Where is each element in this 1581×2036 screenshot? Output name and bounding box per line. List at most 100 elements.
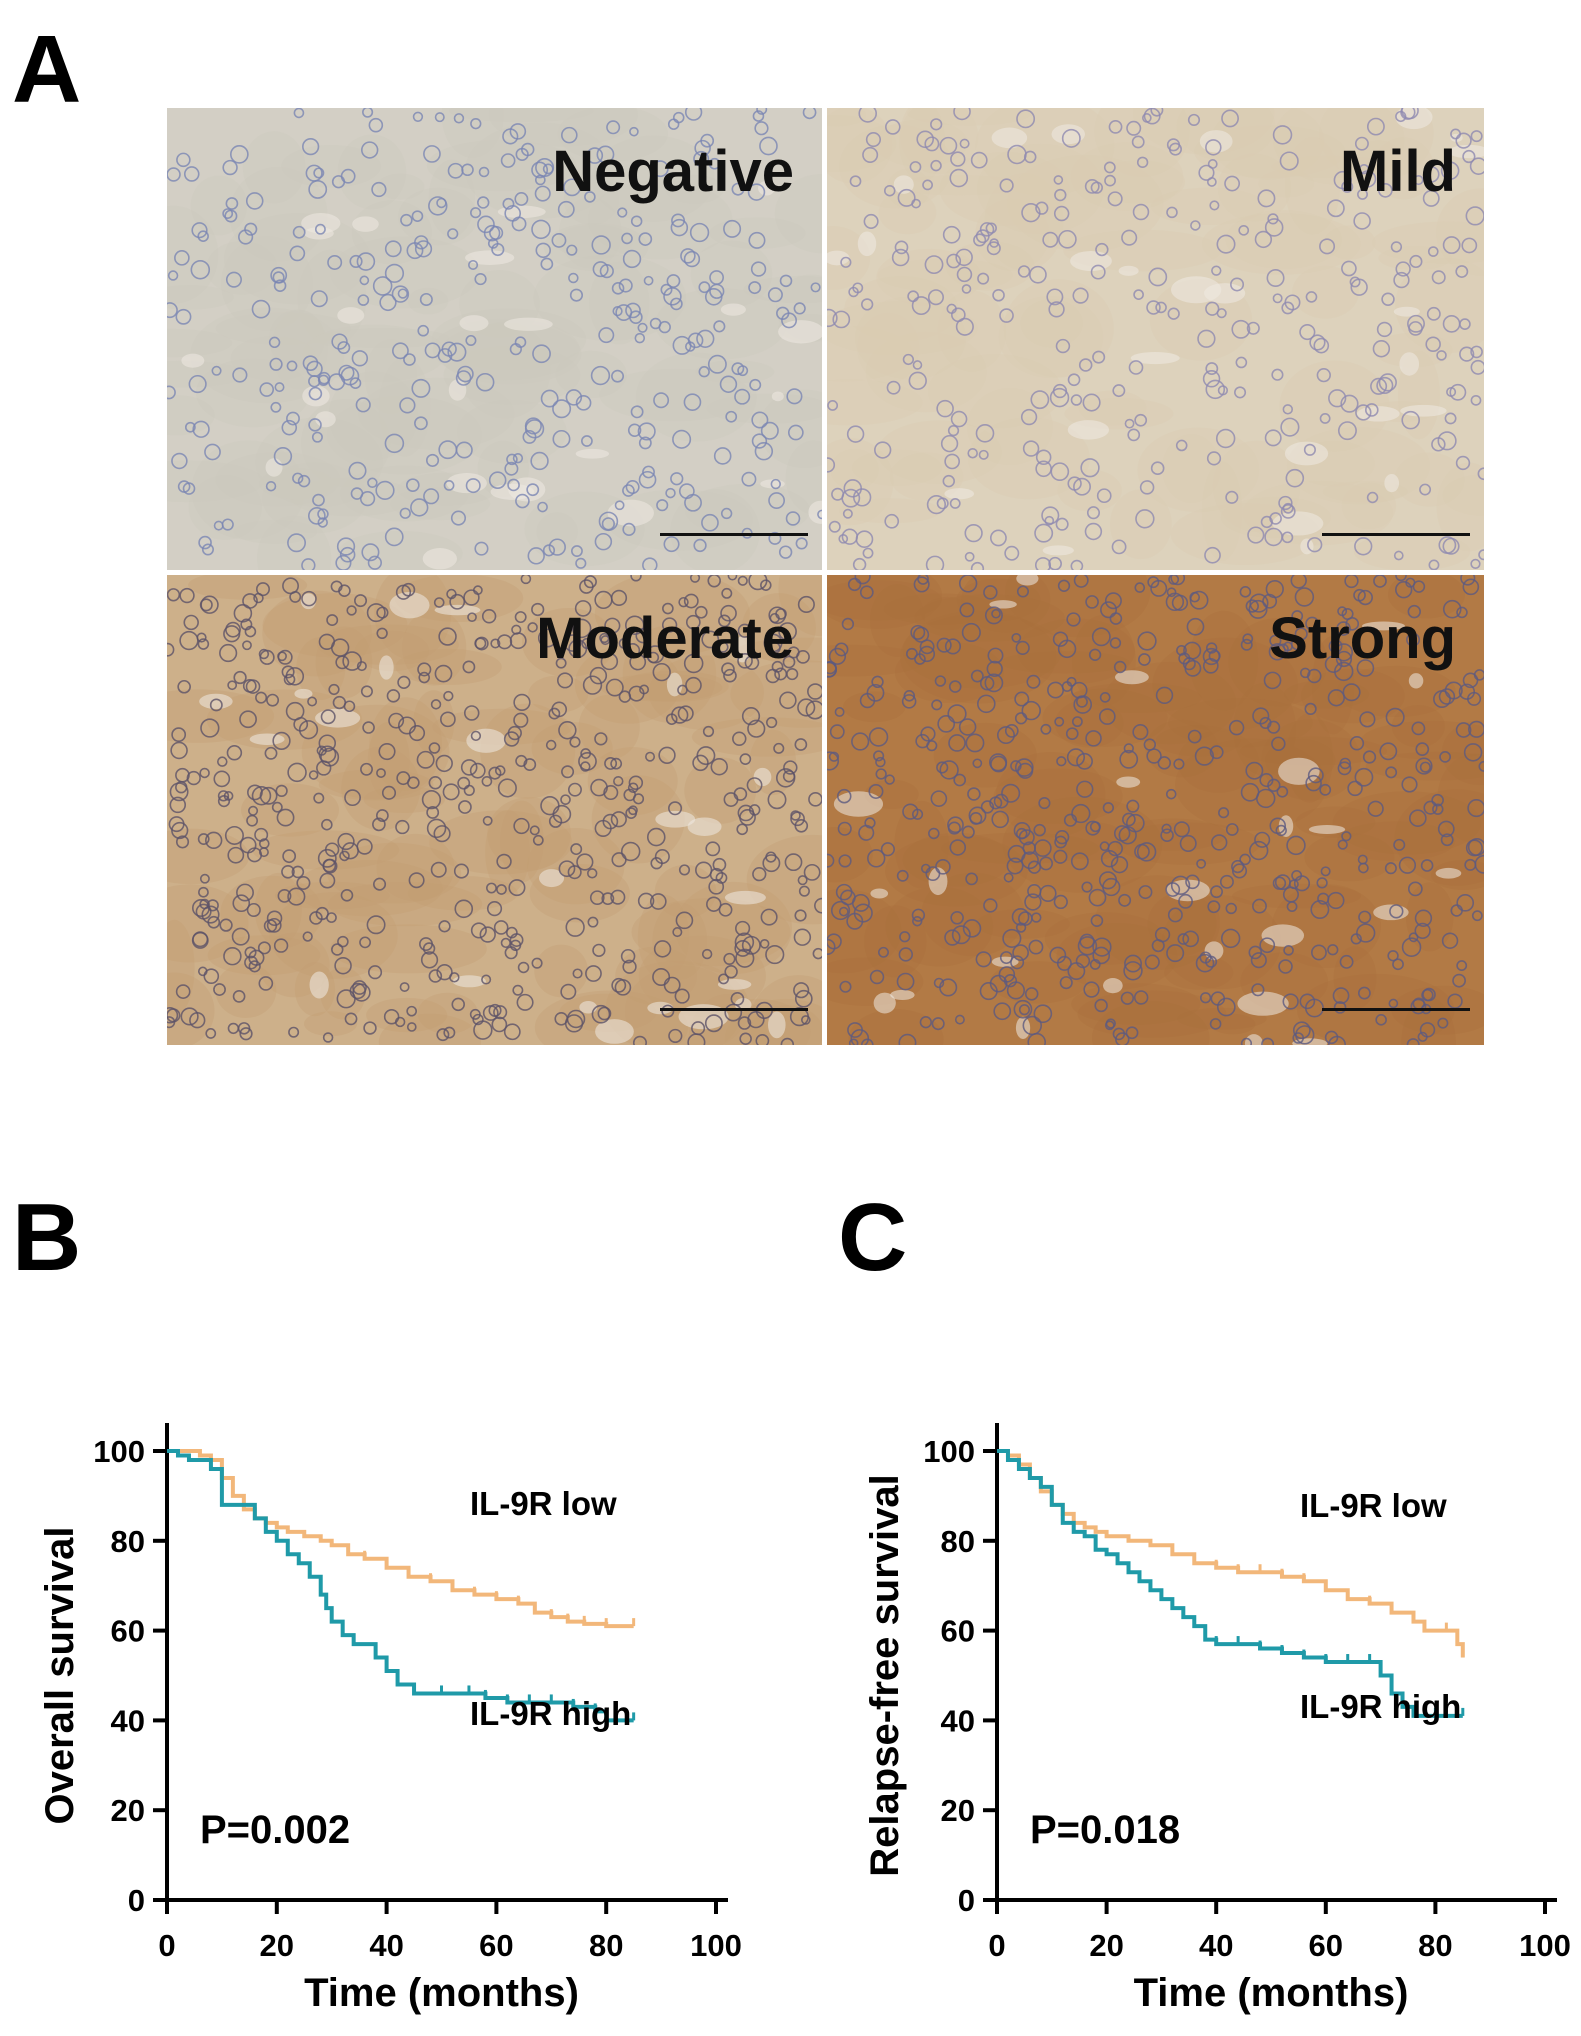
nucleus [1166,138,1181,152]
nucleus [565,917,585,937]
nucleus [630,405,644,419]
cytoplasm-patch [1177,1007,1267,1030]
nucleus [1366,117,1385,136]
nucleus [1177,933,1190,945]
nucleus [293,108,305,119]
nucleus [508,879,526,897]
nucleus [1021,203,1041,223]
nucleus [1465,206,1484,226]
cytoplasm-patch [1071,983,1201,1025]
nucleus [1127,428,1141,442]
nucleus [785,511,801,526]
nucleus [964,551,975,562]
nucleus [436,964,453,981]
nucleus [1294,627,1308,641]
nucleus [1431,793,1444,807]
cytoplasm-patch [269,892,398,979]
nucleus [1305,291,1318,303]
nucleus [1477,467,1484,481]
nucleus [597,1006,612,1021]
nucleus [470,118,482,130]
nucleus [590,778,608,797]
nucleus [1372,340,1391,358]
nucleus [1173,758,1185,770]
nucleus [684,108,703,121]
nucleus [586,147,604,164]
cytoplasm-patch [1437,753,1484,843]
nucleus [1014,758,1034,777]
nucleus [1221,109,1239,128]
nucleus [645,751,656,762]
nucleus [1049,387,1070,408]
nucleus [560,794,571,805]
nucleus [693,538,707,553]
cytoplasm-patch [190,175,248,236]
nucleus [642,465,655,479]
nucleus [190,259,211,280]
nucleus [731,362,745,376]
nucleus [962,919,982,938]
nucleus [292,472,304,484]
nucleus [959,138,970,149]
nucleus [540,795,560,816]
nucleus [1075,953,1091,969]
p-value: P=0.018 [1030,1808,1180,1852]
nucleus [767,287,783,303]
nucleus [1059,976,1073,990]
cytoplasm-patch [464,122,616,219]
sinusoid-space [991,127,1028,149]
nucleus [1303,443,1316,456]
nucleus [1070,852,1089,871]
nucleus [433,597,445,608]
nucleus [383,1009,400,1025]
nucleus [1109,637,1122,649]
sinusoid-space [760,479,785,489]
nucleus [1209,745,1224,760]
nucleus [470,922,487,939]
x-tick-label: 0 [988,1928,1005,1963]
cytoplasm-patch [999,651,1130,674]
nucleus [610,889,626,905]
nucleus [901,694,917,709]
nucleus [175,308,192,325]
nucleus [1011,907,1030,926]
nucleus [493,920,509,935]
nucleus [1470,345,1483,359]
nucleus [1370,377,1388,395]
nucleus [970,669,984,683]
nucleus [1376,321,1393,338]
nucleus [1471,910,1483,922]
nucleus [1353,212,1371,230]
nucleus [598,511,619,532]
nucleus [515,493,530,509]
nucleus [359,275,370,286]
nucleus [1265,579,1284,599]
nucleus [191,222,208,239]
nucleus [344,789,361,807]
nucleus [913,576,930,593]
nucleus [277,649,293,665]
nucleus [581,435,593,447]
nucleus [1073,575,1089,588]
nucleus [1199,951,1212,964]
nucleus [481,974,492,985]
nucleus [438,920,451,933]
nucleus [939,760,959,780]
nucleus [1166,206,1178,219]
nucleus [1319,413,1331,424]
nucleus [567,782,582,797]
nucleus [321,818,333,831]
nucleus [179,587,195,604]
nucleus [778,545,793,559]
nucleus [414,416,428,431]
nucleus [1166,944,1185,963]
nucleus [171,452,188,470]
nucleus [1279,151,1299,171]
nucleus [1175,439,1188,452]
nucleus [422,942,436,955]
nucleus [502,197,515,210]
nucleus [167,270,179,281]
nucleus [675,911,694,930]
nucleus [474,272,487,286]
cytoplasm-patch [857,312,920,384]
